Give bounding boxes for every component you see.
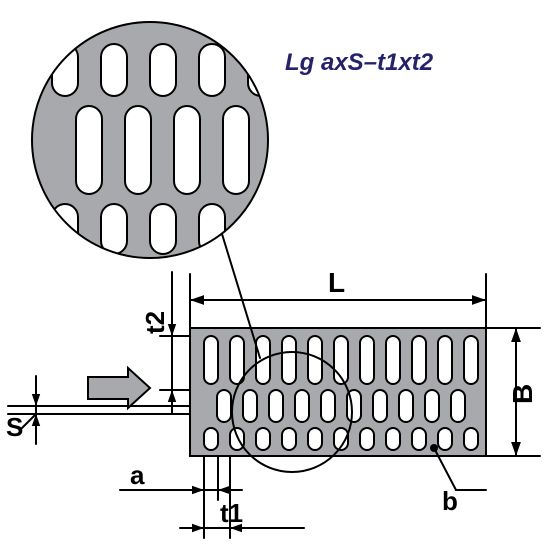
dimension-t1-label: t1 (220, 498, 243, 528)
dimension-t2-label: t2 (140, 311, 170, 334)
dimension-a-label: a (130, 460, 145, 490)
dimension-B-label: B (507, 384, 538, 404)
magnifier-detail (32, 22, 274, 258)
formula-title: Lg axS–t1xt2 (285, 49, 434, 76)
dimension-S-label: S (6, 412, 23, 442)
direction-arrow-icon (88, 368, 150, 408)
dimension-L-label: L (328, 267, 345, 298)
dimension-b-label: b (442, 486, 458, 516)
